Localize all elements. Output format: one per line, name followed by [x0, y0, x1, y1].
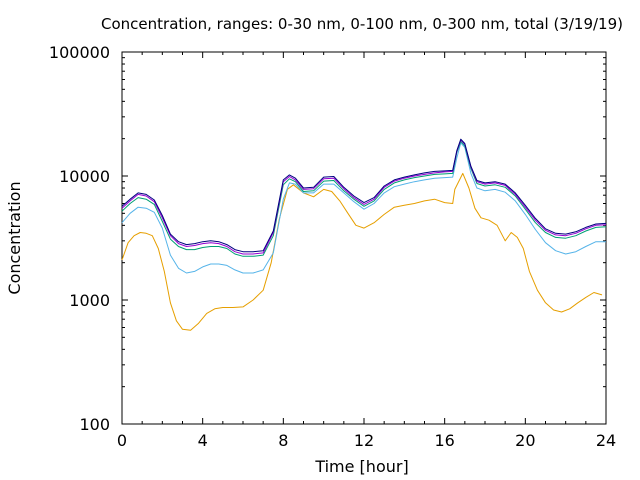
plot-frame: [121, 51, 607, 425]
y-tick-label: 1000: [69, 291, 110, 310]
chart-title: Concentration, ranges: 0-30 nm, 0-100 nm…: [101, 15, 623, 33]
y-tick-label: 10000: [59, 167, 110, 186]
plot-area: 0 4 8 12 16 20 24 100 1000 10000 100000: [49, 43, 616, 450]
x-tick-label: 24: [596, 431, 616, 450]
series-line-3: [121, 140, 607, 257]
x-tick-label: 8: [278, 431, 288, 450]
series-line-1: [121, 172, 603, 331]
x-tick-label: 4: [198, 431, 208, 450]
series-line-5: [121, 138, 607, 253]
x-tick-label: 20: [515, 431, 535, 450]
y-axis-title: Concentration: [5, 181, 24, 294]
x-tick-label: 16: [434, 431, 454, 450]
y-tick-label: 100: [79, 415, 110, 434]
x-axis-title: Time [hour]: [314, 457, 408, 476]
series-line-4: [121, 139, 607, 255]
x-tick-label: 12: [354, 431, 374, 450]
x-tick-label: 0: [117, 431, 127, 450]
series-line-2: [121, 142, 606, 274]
y-tick-label: 100000: [49, 43, 110, 62]
